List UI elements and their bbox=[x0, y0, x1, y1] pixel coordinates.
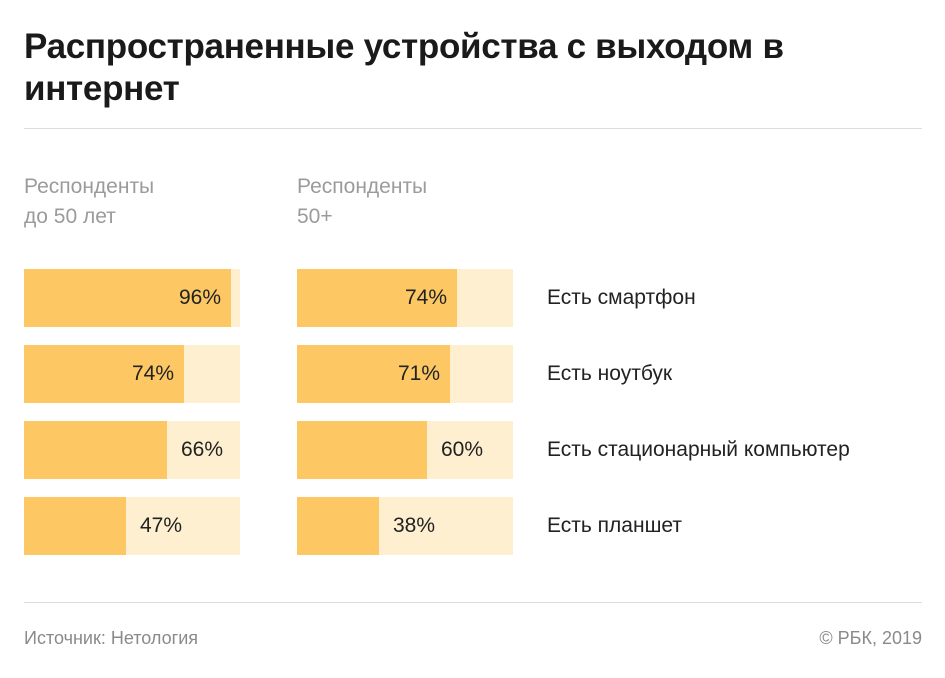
data-label-s1-r1: 71% bbox=[397, 362, 440, 385]
chart-title: Распространенные устройства с выходом в … bbox=[24, 27, 784, 108]
data-label-s0-r0: 96% bbox=[178, 286, 221, 309]
bar-track-s0-r3: 47% bbox=[24, 497, 240, 555]
bottom-divider bbox=[24, 602, 922, 603]
group-label-under-50: Респонденты до 50 лет bbox=[24, 172, 154, 232]
category-label-r0: Есть смартфон bbox=[547, 286, 696, 309]
data-label-s0-r3: 47% bbox=[140, 514, 183, 537]
top-divider bbox=[24, 128, 922, 129]
source-note: Источник: Нетология bbox=[24, 628, 198, 648]
bar-track-s1-r2: 60% bbox=[297, 421, 513, 479]
bar-track-s1-r3: 38% bbox=[297, 497, 513, 555]
data-label-s0-r1: 74% bbox=[131, 362, 174, 385]
copyright-note: © РБК, 2019 bbox=[819, 628, 922, 648]
data-label-s1-r2: 60% bbox=[441, 438, 484, 461]
group-label-50-plus-line1: Респонденты bbox=[297, 175, 428, 198]
category-label-r2: Есть стационарный компьютер bbox=[547, 438, 850, 461]
data-label-s0-r2: 66% bbox=[181, 438, 224, 461]
bar-value-s1-r3 bbox=[297, 497, 379, 555]
bar-value-s0-r1 bbox=[24, 345, 184, 403]
category-label-r1: Есть ноутбук bbox=[547, 362, 673, 385]
bar-track-s0-r0: 96% bbox=[24, 269, 240, 327]
bar-value-s1-r1 bbox=[297, 345, 450, 403]
group-label-50-plus: Респонденты 50+ bbox=[297, 172, 427, 232]
bar-value-s0-r0 bbox=[24, 269, 231, 327]
data-label-s1-r3: 38% bbox=[393, 514, 436, 537]
bar-value-s1-r0 bbox=[297, 269, 457, 327]
bar-track-s1-r0: 74% bbox=[297, 269, 513, 327]
bar-track-s1-r1: 71% bbox=[297, 345, 513, 403]
bar-value-s0-r2 bbox=[24, 421, 167, 479]
data-label-s1-r0: 74% bbox=[404, 286, 447, 309]
bar-track-s0-r2: 66% bbox=[24, 421, 240, 479]
bar-value-s1-r2 bbox=[297, 421, 427, 479]
category-label-r3: Есть планшет bbox=[547, 514, 683, 537]
group-label-50-plus-line2: 50+ bbox=[297, 205, 333, 228]
group-label-under-50-line1: Респонденты bbox=[24, 175, 155, 198]
group-label-under-50-line2: до 50 лет bbox=[24, 205, 116, 228]
bar-track-s0-r1: 74% bbox=[24, 345, 240, 403]
bar-value-s0-r3 bbox=[24, 497, 126, 555]
